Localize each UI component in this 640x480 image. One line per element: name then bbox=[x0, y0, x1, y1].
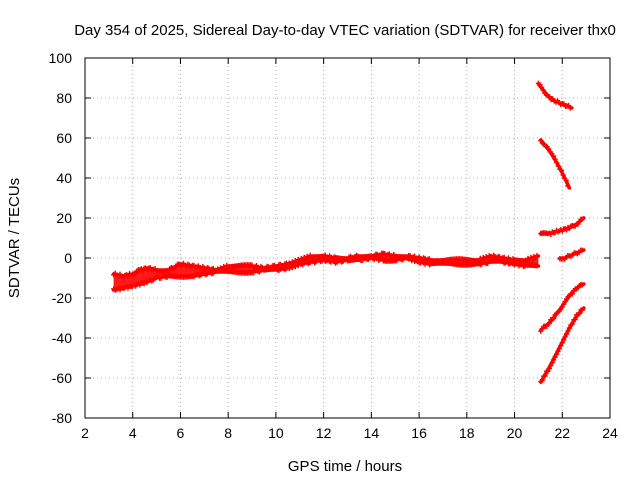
y-tick-label: 20 bbox=[56, 210, 72, 226]
series-group bbox=[538, 138, 572, 190]
x-tick-label: 6 bbox=[177, 425, 185, 441]
grid-lines bbox=[85, 58, 610, 418]
x-tick-label: 10 bbox=[268, 425, 284, 441]
x-tick-label: 2 bbox=[81, 425, 89, 441]
series-group bbox=[111, 254, 541, 293]
series-line bbox=[539, 216, 586, 236]
series-group bbox=[535, 80, 574, 111]
x-axis-label: GPS time / hours bbox=[288, 458, 402, 475]
y-tick-label: -60 bbox=[52, 370, 72, 386]
y-tick-label: 100 bbox=[49, 50, 73, 66]
series-group bbox=[538, 306, 586, 385]
series-line bbox=[536, 82, 574, 110]
x-tick-label: 22 bbox=[554, 425, 570, 441]
series-line bbox=[539, 138, 572, 190]
chart-title: Day 354 of 2025, Sidereal Day-to-day VTE… bbox=[74, 22, 616, 39]
x-tick-label: 20 bbox=[507, 425, 523, 441]
series-line bbox=[111, 252, 541, 278]
series-group bbox=[557, 247, 586, 262]
y-tick-label: 40 bbox=[56, 170, 72, 186]
series-group bbox=[538, 281, 586, 334]
x-tick-label: 16 bbox=[411, 425, 427, 441]
x-tick-label: 8 bbox=[224, 425, 232, 441]
y-tick-label: -20 bbox=[52, 290, 72, 306]
y-tick-label: 80 bbox=[56, 90, 72, 106]
x-tick-label: 18 bbox=[459, 425, 475, 441]
x-tick-label: 12 bbox=[316, 425, 332, 441]
y-tick-label: -80 bbox=[52, 410, 72, 426]
y-tick-label: 0 bbox=[64, 250, 72, 266]
y-tick-label: -40 bbox=[52, 330, 72, 346]
series-line bbox=[539, 306, 586, 384]
series-line bbox=[539, 282, 586, 332]
y-tick-label: 60 bbox=[56, 130, 72, 146]
data-series bbox=[111, 80, 586, 385]
series-line bbox=[558, 248, 586, 260]
series-group bbox=[111, 250, 541, 280]
series-group bbox=[538, 216, 586, 237]
x-tick-label: 4 bbox=[129, 425, 137, 441]
series-line bbox=[111, 256, 541, 292]
y-axis-label: SDTVAR / TECUs bbox=[6, 178, 23, 298]
x-tick-label: 14 bbox=[364, 425, 380, 441]
x-tick-label: 24 bbox=[602, 425, 618, 441]
axis-ticks: 2 4 6 8 10 12 14 16 18 20 22 24-80-60-40-2002040608… bbox=[49, 50, 618, 441]
plot-frame bbox=[84, 57, 611, 419]
